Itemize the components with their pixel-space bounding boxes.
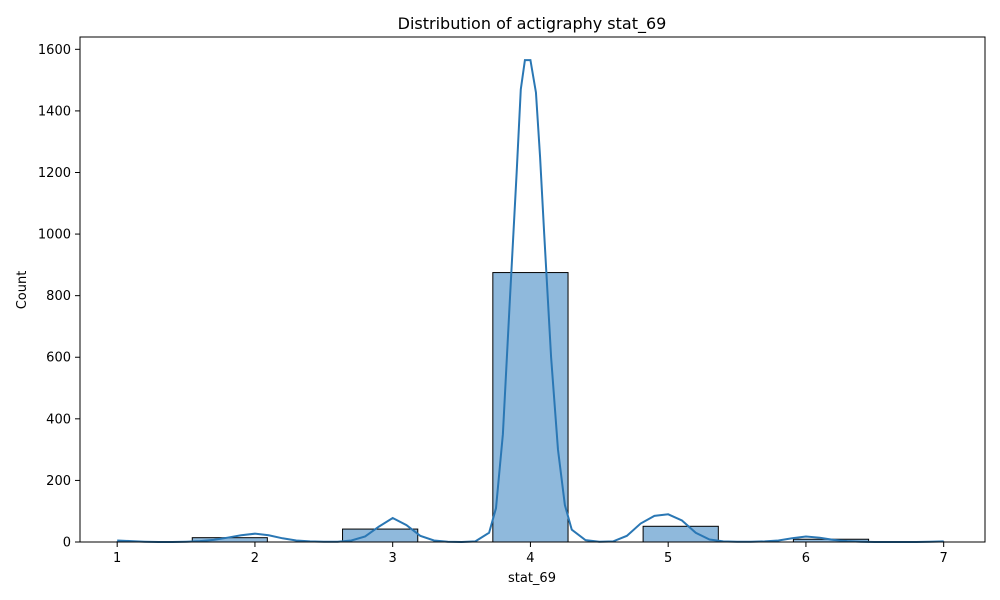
x-tick-label: 1 bbox=[113, 551, 121, 566]
y-tick-label: 1400 bbox=[38, 104, 71, 119]
y-tick-label: 400 bbox=[46, 412, 71, 427]
y-tick-label: 1600 bbox=[38, 43, 71, 58]
bars-layer bbox=[116, 272, 945, 543]
y-tick-label: 1200 bbox=[38, 166, 71, 181]
x-ticks: 1 2 3 4 5 6 7 bbox=[113, 542, 948, 566]
y-tick-label: 1000 bbox=[38, 228, 71, 243]
x-axis-label: stat_69 bbox=[508, 571, 556, 586]
y-axis-label: Count bbox=[15, 271, 30, 310]
x-tick-label: 2 bbox=[251, 551, 259, 566]
x-tick-label: 7 bbox=[940, 551, 948, 566]
y-tick-label: 600 bbox=[46, 351, 71, 366]
plot-frame bbox=[79, 36, 986, 543]
histogram-bar bbox=[642, 525, 719, 543]
x-tick-label: 5 bbox=[664, 551, 672, 566]
x-tick-label: 6 bbox=[802, 551, 810, 566]
y-ticks: 0 200 400 600 800 1000 1200 1400 1600 bbox=[38, 43, 80, 551]
kde-line bbox=[117, 59, 944, 544]
x-tick-label: 3 bbox=[389, 551, 397, 566]
y-tick-label: 200 bbox=[46, 474, 71, 489]
y-tick-label: 0 bbox=[63, 536, 71, 551]
chart-title: Distribution of actigraphy stat_69 bbox=[398, 14, 667, 34]
y-tick-label: 800 bbox=[46, 289, 71, 304]
x-tick-label: 4 bbox=[526, 551, 534, 566]
